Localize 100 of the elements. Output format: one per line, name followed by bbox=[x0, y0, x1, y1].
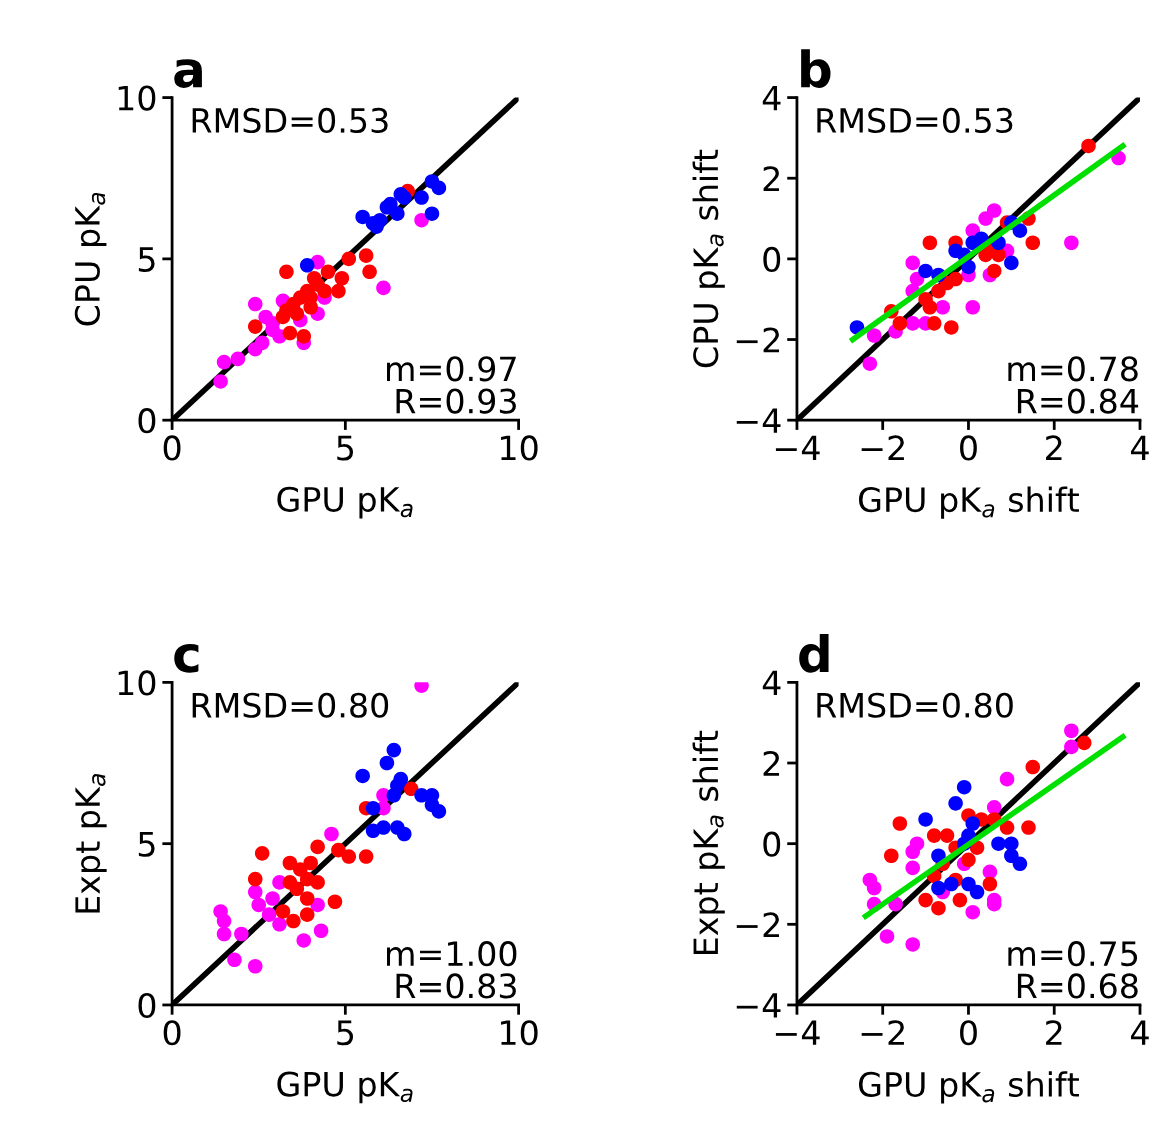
x-tick-label: 2 bbox=[1046, 1020, 1062, 1045]
y-tick-label: 4 bbox=[762, 670, 781, 696]
y-tick-label: 0 bbox=[763, 246, 781, 273]
x-axis-title: GPU pK$_{a}$ bbox=[277, 1071, 413, 1104]
point bbox=[999, 820, 1015, 835]
point bbox=[1004, 255, 1019, 271]
y-axis-title: Expt pK$_{a}$ shift bbox=[692, 730, 725, 955]
point bbox=[296, 329, 312, 344]
point bbox=[310, 839, 325, 855]
chart-title: a bbox=[174, 59, 202, 88]
chart-title: d bbox=[799, 633, 829, 673]
point bbox=[1064, 235, 1079, 251]
point bbox=[289, 306, 305, 321]
point bbox=[1064, 739, 1079, 755]
x-tick-label: 4 bbox=[1131, 435, 1149, 461]
point bbox=[905, 860, 921, 876]
point bbox=[313, 923, 329, 939]
point bbox=[355, 768, 370, 784]
y-tick-label: −4 bbox=[736, 408, 781, 433]
point bbox=[341, 251, 357, 267]
point bbox=[905, 844, 921, 860]
point bbox=[376, 820, 391, 835]
annotation: RMSD=0.80 bbox=[192, 692, 389, 718]
point bbox=[944, 320, 959, 335]
point bbox=[1012, 856, 1028, 872]
point bbox=[1081, 138, 1096, 154]
point bbox=[918, 263, 933, 279]
y-tick-label: 4 bbox=[762, 85, 781, 111]
point bbox=[234, 926, 249, 942]
y-tick-label: −2 bbox=[736, 327, 780, 353]
point bbox=[892, 316, 908, 331]
point bbox=[991, 836, 1006, 851]
point bbox=[935, 299, 951, 315]
chart-title: b bbox=[801, 49, 831, 88]
point bbox=[282, 325, 298, 341]
x-axis-title: GPU pK$_{a}$ shift bbox=[859, 1071, 1079, 1104]
point bbox=[905, 937, 921, 952]
point bbox=[358, 248, 374, 263]
annotation: m=1.00 bbox=[387, 941, 517, 967]
point bbox=[922, 235, 938, 251]
point bbox=[275, 904, 291, 919]
point bbox=[978, 211, 993, 226]
point bbox=[414, 190, 429, 205]
point bbox=[986, 263, 1002, 279]
y-tick-label: −4 bbox=[736, 993, 781, 1018]
y-axis-title: Expt pK$_{a}$ bbox=[75, 774, 107, 913]
annotation: RMSD=0.80 bbox=[817, 692, 1013, 718]
point bbox=[379, 755, 395, 771]
y-tick-label: 0 bbox=[138, 992, 156, 1019]
point bbox=[251, 897, 266, 913]
annotation: RMSD=0.53 bbox=[192, 107, 388, 134]
annotation: RMSD=0.53 bbox=[817, 107, 1013, 134]
x-tick-label: 0 bbox=[163, 1020, 181, 1046]
point bbox=[261, 907, 277, 922]
annotation: R=0.83 bbox=[396, 973, 516, 999]
point bbox=[272, 917, 287, 932]
point bbox=[386, 787, 402, 803]
point bbox=[952, 892, 968, 908]
point bbox=[926, 316, 942, 331]
point bbox=[365, 800, 381, 816]
point bbox=[1064, 723, 1079, 739]
point bbox=[303, 855, 318, 871]
y-tick-label: 10 bbox=[118, 85, 156, 111]
x-tick-label: 5 bbox=[337, 1020, 354, 1046]
y-tick-label: 0 bbox=[138, 408, 156, 434]
point bbox=[918, 892, 933, 908]
point bbox=[965, 904, 981, 920]
point bbox=[396, 826, 412, 842]
y-axis-title: CPU pK$_{a}$ shift bbox=[692, 149, 725, 368]
point bbox=[331, 283, 346, 299]
point bbox=[424, 206, 440, 221]
point bbox=[431, 180, 447, 196]
point bbox=[247, 884, 263, 900]
point bbox=[390, 206, 405, 221]
point bbox=[331, 842, 346, 858]
point bbox=[247, 958, 263, 974]
point bbox=[216, 354, 232, 370]
point bbox=[254, 846, 270, 861]
x-tick-label: 2 bbox=[1046, 435, 1062, 461]
x-tick-label: 0 bbox=[163, 435, 181, 461]
point bbox=[247, 296, 263, 312]
point bbox=[1021, 820, 1036, 835]
point bbox=[317, 283, 332, 299]
annotation: m=0.75 bbox=[1008, 941, 1138, 967]
point bbox=[213, 374, 228, 389]
x-axis-title: GPU pK$_{a}$ bbox=[277, 486, 413, 519]
point bbox=[905, 255, 921, 271]
point bbox=[1076, 735, 1092, 751]
x-tick-label: −2 bbox=[861, 435, 904, 461]
x-tick-label: 0 bbox=[960, 1020, 977, 1046]
point bbox=[286, 913, 301, 929]
chart-title: c bbox=[174, 643, 199, 673]
annotation: m=0.78 bbox=[1008, 356, 1138, 382]
point bbox=[965, 816, 981, 831]
point bbox=[265, 891, 280, 906]
point bbox=[310, 897, 325, 913]
point bbox=[334, 270, 350, 286]
point bbox=[299, 891, 315, 906]
point bbox=[275, 309, 291, 325]
point bbox=[926, 828, 942, 843]
